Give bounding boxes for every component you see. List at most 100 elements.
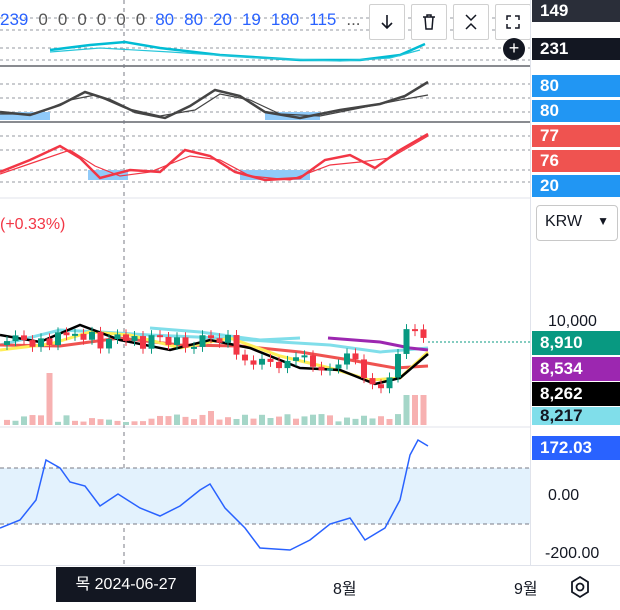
volume-bar: [293, 418, 299, 425]
candle-body: [148, 335, 155, 349]
volume-bar: [420, 395, 427, 425]
candle-body: [327, 368, 333, 371]
legend-value: 0: [77, 10, 87, 29]
cci-tick-minus200: -200.00: [545, 545, 600, 562]
candle-body: [63, 332, 70, 336]
delete-pane-button[interactable]: [411, 4, 447, 40]
cci-line: [0, 438, 429, 551]
add-plus-icon[interactable]: +: [503, 38, 525, 60]
price-badge-20: 20: [532, 175, 620, 197]
candle-body: [140, 336, 146, 349]
volume-bar: [157, 415, 163, 425]
volume-bar: [412, 395, 418, 425]
chart-canvas[interactable]: [0, 0, 530, 565]
candle-body: [55, 332, 61, 346]
rsi-signal-line: [0, 135, 429, 181]
volume-bar: [361, 415, 367, 425]
candle-body: [369, 378, 376, 385]
candle-body: [131, 336, 138, 341]
maximize-icon: [506, 15, 520, 29]
candle-body: [208, 335, 214, 339]
ma-purple-line: [327, 336, 429, 352]
volume-bar: [242, 414, 248, 425]
volume-bar: [403, 395, 410, 425]
volume-bar: [106, 419, 112, 425]
candle-body: [412, 329, 418, 332]
currency-value: KRW: [545, 213, 583, 230]
pane-toolbar: [369, 4, 537, 40]
candle-body: [182, 337, 189, 348]
candle-body: [225, 335, 231, 343]
legend-value: 0: [38, 10, 48, 29]
candle-body: [21, 335, 27, 341]
volume-bar: [174, 414, 180, 425]
indicator-legend: 239 0 0 0 0 0 0 80 80 20 19 180 115...: [0, 10, 371, 32]
volume-bar: [97, 419, 104, 425]
cci-tick-zero: 0.00: [548, 487, 580, 504]
volume-bar: [199, 414, 206, 425]
volume-bar: [250, 418, 257, 425]
legend-value: 20: [213, 10, 232, 29]
settings-gear-icon[interactable]: [567, 574, 593, 600]
volume-bar: [191, 419, 197, 425]
maximize-pane-button[interactable]: [495, 4, 531, 40]
price-badge-77: 77: [532, 125, 620, 147]
volume-bar: [284, 414, 291, 425]
volume-bar: [344, 417, 350, 425]
volume-bar: [216, 419, 223, 425]
candle-body: [199, 335, 206, 347]
price-badge-ma-black: 8,262: [532, 382, 620, 406]
volume-bar: [131, 421, 138, 425]
candle-body: [80, 333, 87, 340]
stoch-k-line: [0, 80, 429, 120]
candle-body: [38, 338, 44, 347]
currency-select[interactable]: KRW ▼: [536, 205, 618, 241]
legend-value: 0: [116, 10, 126, 29]
volume-bar: [148, 418, 155, 425]
volume-bar: [123, 421, 129, 425]
candle-body: [106, 338, 112, 349]
time-tick-august: 8월: [333, 581, 357, 598]
volume-bar: [378, 416, 384, 425]
candle-body: [242, 354, 248, 361]
collapse-pane-button[interactable]: [453, 4, 489, 40]
candle-body: [250, 360, 257, 365]
volume-bar: [233, 418, 240, 425]
candle-body: [344, 353, 350, 365]
volume-bar: [208, 411, 214, 425]
candle-body: [46, 338, 53, 346]
candle-body: [157, 335, 163, 338]
candle-body: [259, 358, 265, 365]
volume-bar: [327, 415, 333, 425]
volume-bar: [225, 417, 231, 425]
candle-body: [12, 335, 19, 342]
volume-bar: [335, 421, 342, 425]
cci-value-badge: 172.03: [532, 436, 620, 460]
volume-bar: [352, 418, 359, 425]
crosshair-date-label: 목 2024-06-27: [56, 567, 196, 602]
volume-bar: [369, 418, 376, 425]
price-badge-149: 149: [532, 0, 620, 22]
price-badge-close: 8,910: [532, 331, 620, 355]
volume-bar: [276, 416, 282, 425]
collapse-icon: [465, 14, 477, 30]
price-badge-ma-cyan: 8,217: [532, 407, 620, 425]
candle-body: [123, 334, 129, 341]
volume-bar: [4, 419, 10, 425]
volume-bar: [114, 420, 121, 425]
move-down-button[interactable]: [369, 4, 405, 40]
legend-value: 0: [96, 10, 107, 29]
volume-bar: [46, 373, 53, 425]
candle-body: [361, 359, 367, 379]
candle-body: [420, 329, 427, 338]
volume-bar: [29, 415, 36, 425]
price-badge-80a: 80: [532, 75, 620, 97]
candle-body: [352, 353, 359, 360]
oscillator-line: [49, 40, 426, 62]
price-badge-80b: 80: [532, 100, 620, 122]
price-badge-231: 231: [532, 38, 620, 60]
candle-body: [233, 335, 240, 355]
candle-body: [403, 329, 410, 354]
candle-body: [335, 364, 342, 369]
candle-body: [293, 357, 299, 361]
